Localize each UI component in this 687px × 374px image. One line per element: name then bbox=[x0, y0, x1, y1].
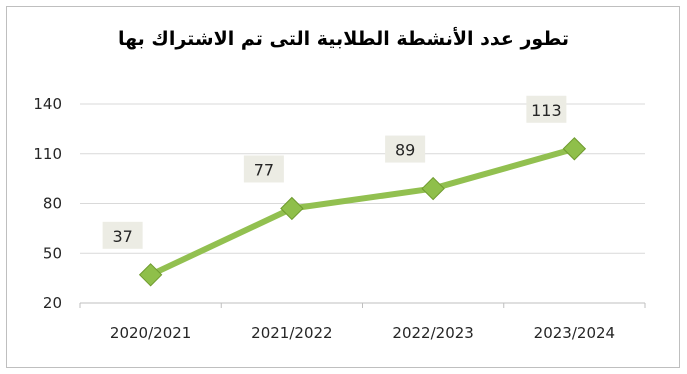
y-tick-label: 20 bbox=[43, 294, 62, 312]
data-label: 37 bbox=[112, 227, 132, 246]
series-line bbox=[147, 145, 578, 278]
data-label: 113 bbox=[531, 101, 562, 120]
x-tick-label: 2021/2022 bbox=[251, 324, 332, 342]
gridlines bbox=[80, 103, 645, 304]
chart-title: تطور عدد الأنشطة الطلابية التى تم الاشتر… bbox=[118, 28, 569, 50]
data-point-marker bbox=[562, 137, 587, 161]
y-tick-label: 140 bbox=[33, 95, 62, 113]
y-tick-label: 50 bbox=[43, 244, 62, 262]
data-label: 77 bbox=[254, 160, 274, 179]
axes: 20 50 80 110 140 2020/2021 2021/2022 2022/2023 2… bbox=[33, 95, 646, 342]
data-point-marker bbox=[138, 263, 163, 287]
y-tick-label: 80 bbox=[43, 195, 62, 213]
data-point-marker bbox=[421, 176, 445, 201]
x-tick-label: 2022/2023 bbox=[392, 324, 473, 342]
data-labels: 37 77 89 113 bbox=[102, 95, 567, 249]
y-tick-label: 110 bbox=[33, 145, 62, 163]
series bbox=[138, 137, 587, 287]
data-label: 89 bbox=[395, 141, 415, 160]
data-label-background bbox=[385, 135, 426, 163]
data-label-background bbox=[243, 155, 284, 183]
data-label-background bbox=[102, 221, 143, 249]
x-tick-label: 2020/2021 bbox=[110, 324, 191, 342]
data-point-marker bbox=[280, 196, 304, 221]
x-tick-label: 2023/2024 bbox=[534, 324, 615, 342]
chart-frame bbox=[6, 6, 680, 368]
data-label-background bbox=[526, 95, 567, 123]
